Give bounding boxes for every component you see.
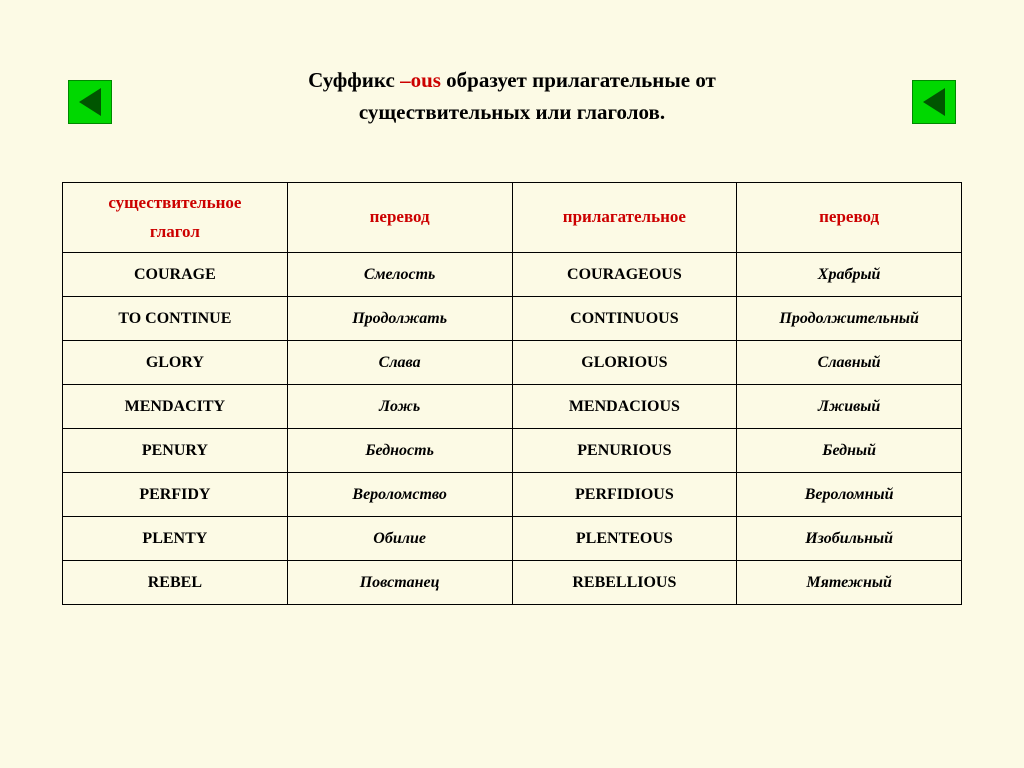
cell-adj: REBELLIOUS <box>512 561 737 605</box>
table-row: TO CONTINUEПродолжатьCONTINUOUSПродолжит… <box>63 297 962 341</box>
cell-base: GLORY <box>63 341 288 385</box>
cell-base: REBEL <box>63 561 288 605</box>
cell-adj: MENDACIOUS <box>512 385 737 429</box>
col-header-trans1: перевод <box>287 183 512 253</box>
cell-trans1: Продолжать <box>287 297 512 341</box>
cell-trans2: Лживый <box>737 385 962 429</box>
cell-trans1: Вероломство <box>287 473 512 517</box>
cell-trans1: Обилие <box>287 517 512 561</box>
cell-trans1: Повстанец <box>287 561 512 605</box>
cell-base: PENURY <box>63 429 288 473</box>
table-row: MENDACITYЛожьMENDACIOUSЛживый <box>63 385 962 429</box>
cell-base: COURAGE <box>63 253 288 297</box>
cell-adj: PENURIOUS <box>512 429 737 473</box>
cell-base: TO CONTINUE <box>63 297 288 341</box>
suffix-table: существительное глагол перевод прилагате… <box>62 182 962 605</box>
page-title: Суффикс –ous образует прилагательные от … <box>0 65 1024 128</box>
cell-base: MENDACITY <box>63 385 288 429</box>
header-verb: глагол <box>150 222 200 241</box>
cell-trans2: Изобильный <box>737 517 962 561</box>
table-row: COURAGEСмелостьCOURAGEOUSХрабрый <box>63 253 962 297</box>
cell-trans2: Мятежный <box>737 561 962 605</box>
cell-trans1: Слава <box>287 341 512 385</box>
cell-adj: CONTINUOUS <box>512 297 737 341</box>
cell-adj: GLORIOUS <box>512 341 737 385</box>
cell-trans2: Вероломный <box>737 473 962 517</box>
title-line2: существительных или глаголов. <box>359 100 665 124</box>
cell-trans2: Храбрый <box>737 253 962 297</box>
cell-trans1: Бедность <box>287 429 512 473</box>
cell-adj: PERFIDIOUS <box>512 473 737 517</box>
cell-base: PERFIDY <box>63 473 288 517</box>
title-post: образует прилагательные от <box>441 68 716 92</box>
col-header-trans2: перевод <box>737 183 962 253</box>
cell-adj: PLENTEOUS <box>512 517 737 561</box>
table-header-row: существительное глагол перевод прилагате… <box>63 183 962 253</box>
cell-trans2: Бедный <box>737 429 962 473</box>
header-noun: существительное <box>108 193 241 212</box>
cell-trans2: Продолжительный <box>737 297 962 341</box>
table-row: PERFIDYВероломствоPERFIDIOUSВероломный <box>63 473 962 517</box>
table-row: PENURYБедностьPENURIOUSБедный <box>63 429 962 473</box>
cell-adj: COURAGEOUS <box>512 253 737 297</box>
cell-trans2: Славный <box>737 341 962 385</box>
cell-base: PLENTY <box>63 517 288 561</box>
col-header-base: существительное глагол <box>63 183 288 253</box>
cell-trans1: Ложь <box>287 385 512 429</box>
col-header-adj: прилагательное <box>512 183 737 253</box>
title-pre: Суффикс <box>308 68 400 92</box>
table-row: GLORYСлаваGLORIOUSСлавный <box>63 341 962 385</box>
table-row: REBELПовстанецREBELLIOUSМятежный <box>63 561 962 605</box>
cell-trans1: Смелость <box>287 253 512 297</box>
table-row: PLENTYОбилиеPLENTEOUSИзобильный <box>63 517 962 561</box>
title-suffix: –ous <box>400 68 441 92</box>
